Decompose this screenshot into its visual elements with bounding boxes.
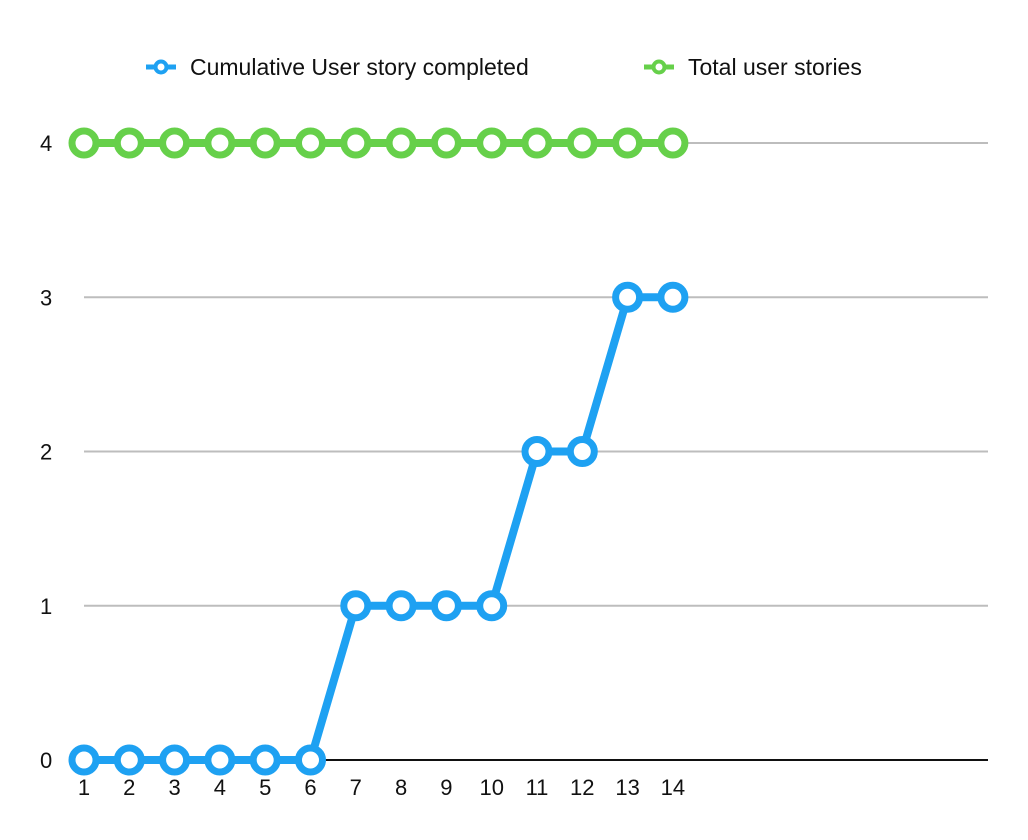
data-point[interactable] [68,744,100,776]
data-point[interactable] [249,744,281,776]
data-point[interactable] [295,744,326,776]
data-point[interactable] [68,127,100,159]
legend-marker-total-icon [644,59,674,75]
legend-label-cumulative: Cumulative User story completed [190,53,529,80]
series-cumulative [68,281,689,776]
x-tick-label: 9 [440,775,452,800]
data-point[interactable] [612,281,644,313]
legend: Cumulative User story completed Total us… [0,52,1028,82]
data-point[interactable] [159,744,191,776]
x-tick-label: 3 [168,775,180,800]
series [68,127,689,776]
x-tick-label: 10 [479,775,503,800]
x-tick-label: 11 [526,775,549,800]
data-point[interactable] [385,127,417,159]
x-tick-label: 4 [214,775,226,800]
x-tick-label: 8 [395,775,407,800]
x-tick-label: 7 [350,775,362,800]
data-point[interactable] [113,127,145,159]
x-tick-label: 12 [570,775,594,800]
data-point[interactable] [566,127,598,159]
data-point[interactable] [204,744,236,776]
y-tick-label: 1 [40,594,52,619]
x-tick-label: 13 [615,775,639,800]
y-tick-label: 0 [40,748,52,773]
y-tick-label: 3 [40,285,52,310]
data-point[interactable] [521,436,553,467]
y-tick-label: 4 [40,131,52,156]
data-point[interactable] [249,127,281,159]
data-point[interactable] [430,590,462,622]
data-point[interactable] [113,744,145,776]
legend-label-total: Total user stories [688,53,862,80]
data-point[interactable] [430,127,462,159]
series-total [68,127,689,159]
data-point[interactable] [657,281,689,313]
x-tick-label: 5 [259,775,271,800]
x-tick-label: 6 [304,775,316,800]
series-line [80,293,677,764]
data-point[interactable] [476,127,508,159]
data-point[interactable] [521,127,553,159]
legend-item-total[interactable]: Total user stories [644,52,862,82]
legend-item-cumulative[interactable]: Cumulative User story completed [146,52,529,82]
legend-marker-cumulative-icon [146,59,176,75]
x-tick-label: 14 [661,775,685,800]
data-point[interactable] [159,127,191,159]
data-point[interactable] [295,127,326,159]
data-point[interactable] [340,590,372,622]
data-point[interactable] [476,590,508,622]
x-tick-label: 1 [78,775,90,800]
data-point[interactable] [204,127,236,159]
data-point[interactable] [612,127,644,159]
x-axis-ticks: 1 2 3 4 5 6 7 8 9 10 11 12 13 14 [78,775,685,800]
y-tick-label: 2 [40,440,52,465]
data-point[interactable] [340,127,372,159]
data-point[interactable] [566,436,598,467]
data-point[interactable] [385,590,417,622]
data-point[interactable] [657,127,689,159]
x-tick-label: 2 [123,775,135,800]
y-axis-ticks: 0 1 2 3 4 [40,131,52,773]
